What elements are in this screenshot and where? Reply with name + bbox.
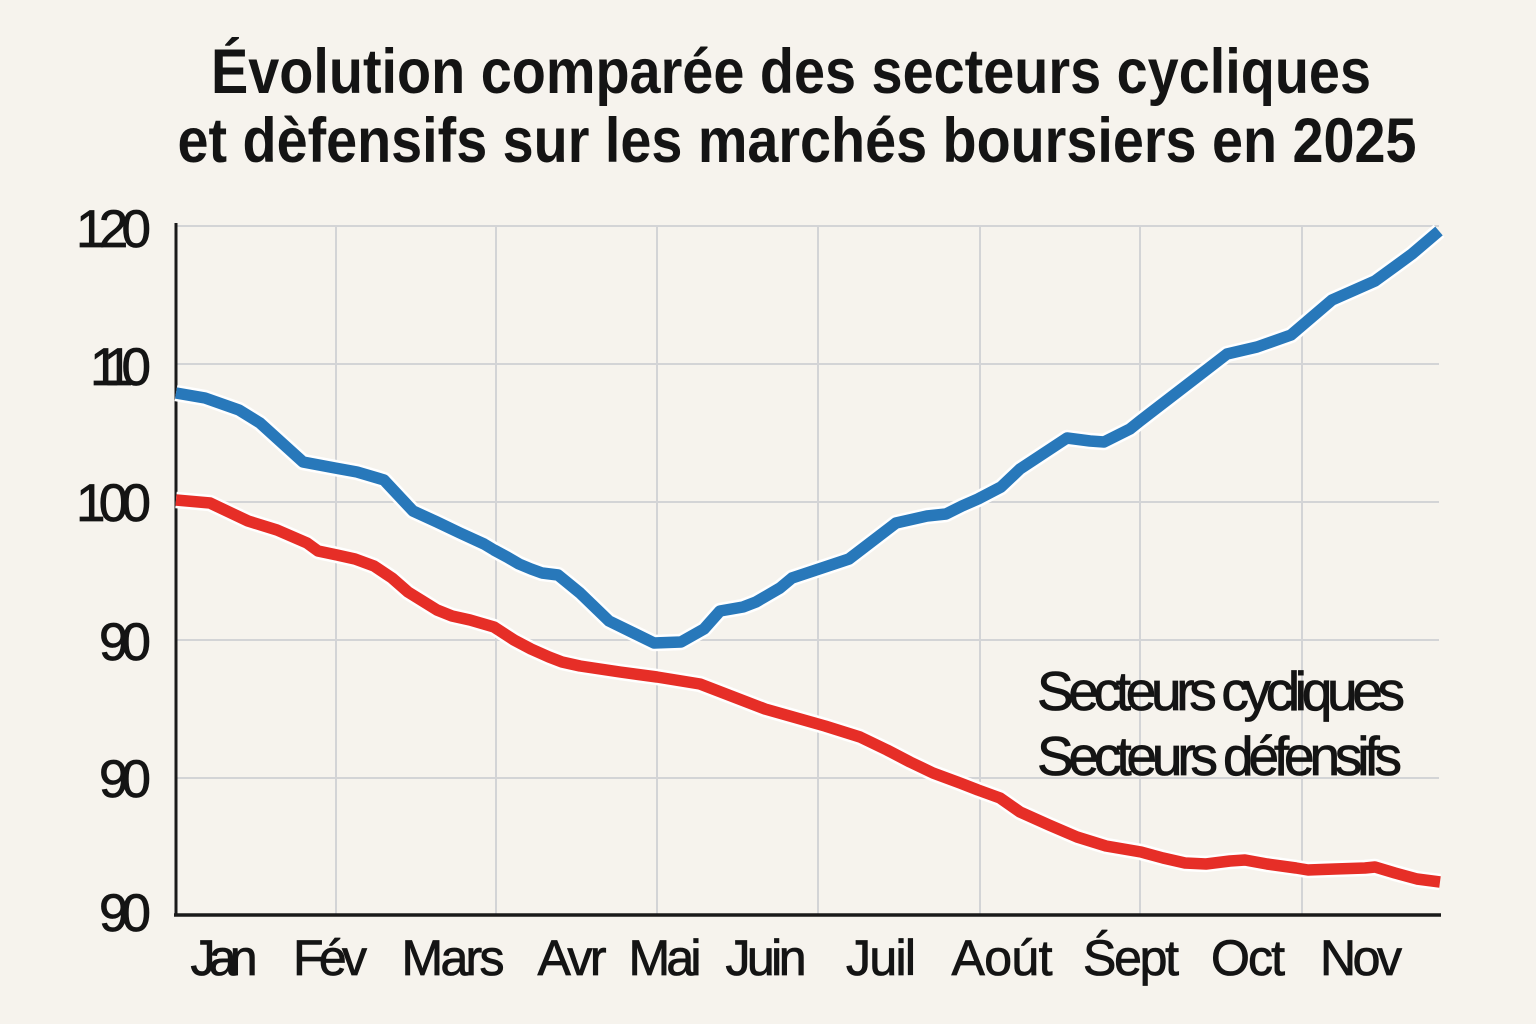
svg-text:Secteurs cycliques: Secteurs cycliques (1037, 660, 1405, 722)
svg-text:Évolution comparée des secteur: Évolution comparée des secteurs cyclique… (211, 37, 1371, 107)
svg-text:Avr: Avr (538, 930, 607, 986)
svg-text:Secteurs défensifs: Secteurs défensifs (1037, 725, 1402, 787)
svg-text:90: 90 (99, 750, 151, 809)
svg-text:Juin: Juin (726, 930, 807, 986)
svg-text:Nov: Nov (1320, 930, 1402, 986)
svg-text:Oct: Oct (1211, 930, 1285, 986)
svg-text:110: 110 (90, 338, 151, 397)
svg-text:Jan: Jan (191, 930, 258, 986)
svg-text:et dèfensifs sur les marchés b: et dèfensifs sur les marchés boursiers e… (178, 106, 1417, 176)
svg-text:90: 90 (99, 613, 151, 672)
svg-text:100: 100 (76, 474, 151, 533)
svg-text:Aoút: Aoút (952, 930, 1053, 986)
svg-text:Mars: Mars (402, 930, 505, 986)
svg-text:Fév: Fév (293, 930, 367, 986)
svg-text:Śept: Śept (1083, 929, 1179, 986)
svg-text:120: 120 (76, 200, 151, 259)
svg-text:Juil: Juil (846, 930, 916, 986)
svg-text:Mai: Mai (629, 930, 702, 986)
svg-text:90: 90 (99, 884, 151, 943)
